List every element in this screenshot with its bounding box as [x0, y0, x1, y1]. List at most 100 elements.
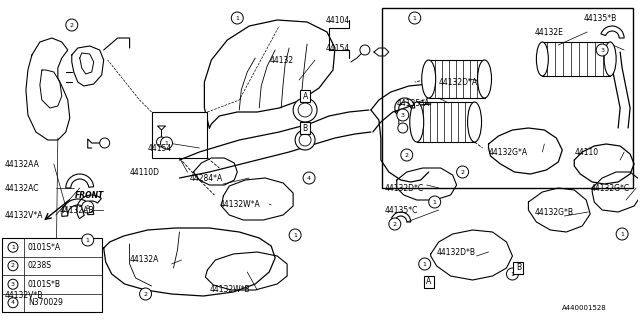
Text: 44132G*B: 44132G*B: [534, 207, 573, 217]
Text: 44132W*A: 44132W*A: [220, 199, 260, 209]
Text: 1: 1: [11, 245, 15, 250]
Text: 44154: 44154: [326, 44, 350, 52]
Ellipse shape: [536, 42, 548, 76]
Text: 44132AA: 44132AA: [5, 159, 40, 169]
Circle shape: [161, 137, 172, 149]
Circle shape: [506, 268, 518, 280]
Text: 1: 1: [433, 199, 436, 204]
Bar: [424, 276, 434, 288]
Circle shape: [616, 228, 628, 240]
Bar: [300, 122, 310, 134]
Bar: [513, 262, 524, 274]
Circle shape: [66, 19, 78, 31]
Text: 44132A: 44132A: [130, 255, 159, 265]
Text: 3: 3: [11, 282, 15, 287]
Text: B: B: [303, 124, 308, 132]
Circle shape: [360, 45, 370, 55]
Circle shape: [8, 298, 18, 308]
Text: 44132V*B: 44132V*B: [5, 291, 44, 300]
Text: 0101S*B: 0101S*B: [28, 280, 61, 289]
Text: 2: 2: [461, 170, 465, 174]
Circle shape: [456, 166, 468, 178]
Text: 44154: 44154: [148, 143, 172, 153]
Text: 44132AB: 44132AB: [60, 205, 94, 214]
Circle shape: [8, 261, 18, 271]
Circle shape: [429, 196, 441, 208]
Circle shape: [397, 109, 409, 121]
Text: 44110D: 44110D: [130, 167, 159, 177]
Circle shape: [596, 44, 608, 56]
Text: 3: 3: [401, 113, 404, 117]
Circle shape: [293, 98, 317, 122]
Circle shape: [303, 172, 315, 184]
Circle shape: [409, 12, 420, 24]
Circle shape: [398, 123, 408, 133]
Circle shape: [419, 258, 431, 270]
Circle shape: [8, 242, 18, 252]
Text: 1: 1: [413, 15, 417, 20]
Text: 44132AC: 44132AC: [5, 183, 40, 193]
Text: 2: 2: [393, 221, 397, 227]
Text: 1: 1: [423, 261, 427, 267]
Text: 1: 1: [620, 231, 624, 236]
Circle shape: [295, 130, 315, 150]
Text: 1: 1: [86, 204, 90, 210]
Text: 2: 2: [11, 263, 15, 268]
Text: 1: 1: [293, 233, 297, 237]
Text: 0101S*A: 0101S*A: [28, 243, 61, 252]
Circle shape: [140, 288, 152, 300]
Circle shape: [157, 137, 166, 147]
Text: 44135*A: 44135*A: [397, 99, 430, 108]
Text: 3: 3: [600, 47, 604, 52]
Text: 44135*C: 44135*C: [385, 205, 418, 214]
Text: 1: 1: [86, 237, 90, 243]
Text: 4: 4: [11, 300, 15, 305]
Circle shape: [232, 13, 243, 23]
Bar: [300, 90, 310, 102]
Circle shape: [299, 134, 311, 146]
Text: 44104: 44104: [326, 15, 350, 25]
Text: 44132D*C: 44132D*C: [385, 183, 424, 193]
Ellipse shape: [410, 102, 424, 142]
Circle shape: [231, 12, 243, 24]
Ellipse shape: [604, 42, 616, 76]
Text: 1: 1: [236, 15, 239, 20]
Text: 0238S: 0238S: [28, 261, 52, 270]
Circle shape: [8, 279, 18, 289]
Text: 44110: 44110: [574, 148, 598, 156]
Text: A: A: [426, 277, 431, 286]
Text: 44284*A: 44284*A: [189, 173, 223, 182]
Bar: [152, 112, 207, 158]
Circle shape: [298, 103, 312, 117]
Ellipse shape: [422, 60, 436, 98]
Text: A440001528: A440001528: [563, 305, 607, 311]
Circle shape: [389, 218, 401, 230]
Circle shape: [401, 149, 413, 161]
Bar: [382, 8, 633, 188]
Text: N370029: N370029: [28, 298, 63, 307]
Circle shape: [82, 201, 93, 213]
Circle shape: [289, 229, 301, 241]
Text: 44132G*A: 44132G*A: [488, 148, 527, 156]
Text: 4: 4: [307, 175, 311, 180]
Circle shape: [100, 138, 109, 148]
Ellipse shape: [477, 60, 492, 98]
Text: B: B: [516, 263, 521, 273]
Text: 44132E: 44132E: [534, 28, 563, 36]
Text: 1: 1: [511, 271, 515, 276]
Bar: [2, 238, 102, 312]
Text: 44132D*B: 44132D*B: [436, 247, 476, 257]
Text: 44132G*C: 44132G*C: [590, 183, 629, 193]
Text: 2: 2: [404, 153, 409, 157]
Ellipse shape: [468, 102, 481, 142]
Text: 44132W*B: 44132W*B: [209, 285, 250, 294]
Text: 44132D*A: 44132D*A: [438, 77, 478, 86]
Text: 2: 2: [143, 292, 148, 297]
Circle shape: [82, 234, 93, 246]
Text: 1: 1: [164, 140, 168, 146]
Text: 44135*B: 44135*B: [583, 13, 616, 22]
Text: FRONT: FRONT: [75, 190, 104, 199]
Text: 44132: 44132: [269, 55, 293, 65]
Text: 2: 2: [70, 22, 74, 28]
Text: A: A: [303, 92, 308, 100]
